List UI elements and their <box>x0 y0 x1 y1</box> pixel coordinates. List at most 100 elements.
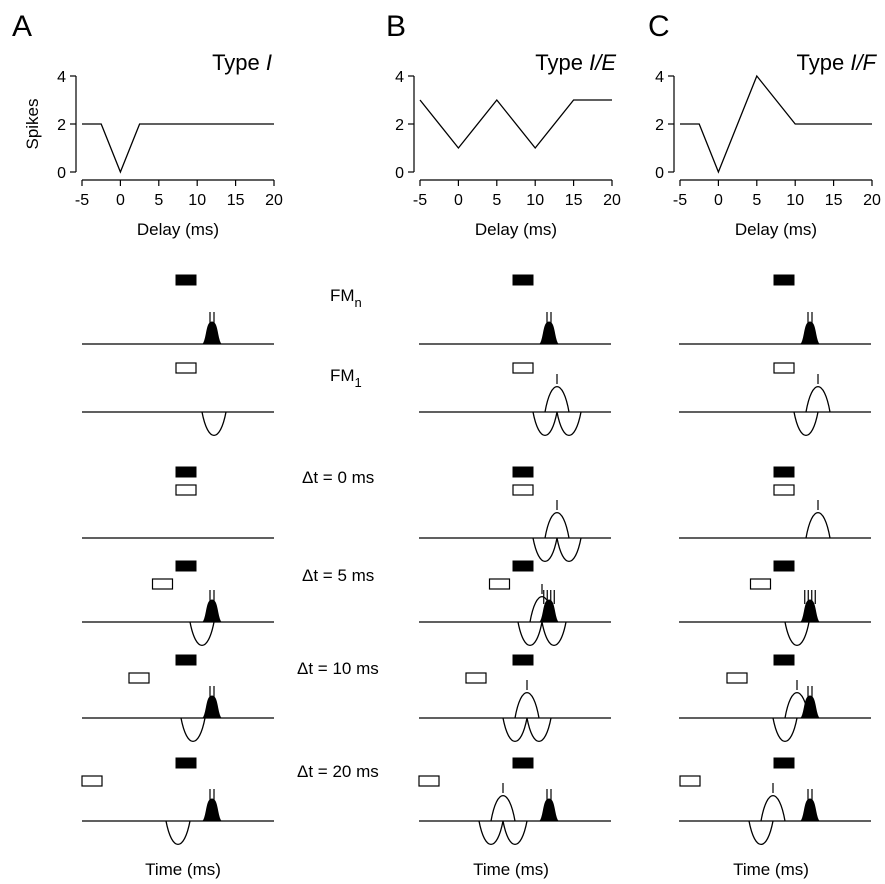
x-tick-label-a: 20 <box>265 192 283 209</box>
fm-1-stimulus-bar <box>679 775 701 787</box>
inhibitory-response <box>556 411 582 436</box>
y-axis-label-a: Spikes <box>23 98 42 149</box>
x-axis-label-c: Delay (ms) <box>735 220 817 239</box>
y-tick-label-c: 0 <box>655 165 664 182</box>
rebound-response <box>760 795 786 822</box>
x-tick-label-b: -5 <box>413 192 427 209</box>
row-label-dt-10: Δt = 10 ms <box>297 659 379 678</box>
trace-row-c-2 <box>679 362 871 436</box>
fm-1-stimulus-bar <box>773 484 795 496</box>
trace-row-c-6 <box>679 757 871 845</box>
x-tick-label-c: 5 <box>752 192 761 209</box>
fm-n-stimulus-bar <box>773 654 795 666</box>
axes-c <box>668 75 873 186</box>
trace-row-b-1 <box>419 274 611 345</box>
fm-n-stimulus-bar <box>773 757 795 769</box>
fm-1-stimulus-bar <box>465 672 487 684</box>
inhibitory-response <box>180 717 206 742</box>
inhibitory-response <box>502 717 528 742</box>
excitatory-response <box>799 321 821 345</box>
y-tick-label-a: 4 <box>57 69 66 86</box>
inhibitory-response <box>748 820 774 845</box>
rebound-response <box>544 386 570 413</box>
rebound-response <box>490 795 516 822</box>
fm-n-stimulus-bar <box>175 466 197 478</box>
fm-n-stimulus-bar <box>773 274 795 286</box>
y-tick-label-a: 2 <box>57 117 66 134</box>
trace-row-a-1 <box>82 274 274 345</box>
x-tick-label-c: 20 <box>863 192 881 209</box>
y-tick-label-b: 2 <box>395 117 404 134</box>
spike-curve-b <box>419 98 612 150</box>
y-tick-label-b: 0 <box>395 165 404 182</box>
inhibitory-response <box>784 621 810 646</box>
fm-1-stimulus-bar <box>151 578 174 590</box>
inhibitory-response <box>532 537 558 562</box>
panel-c: C Type I/F -5 0 5 10 15 20 0 2 4 Delay (ms) <box>648 10 881 239</box>
panel-title-c: Type I/F <box>797 50 878 75</box>
fm-n-stimulus-bar <box>175 757 197 769</box>
fm-1-stimulus-bar <box>81 775 103 787</box>
panel-letter-b: B <box>386 10 406 43</box>
fm-1-stimulus-bar <box>773 362 795 374</box>
inhibitory-response <box>772 717 798 742</box>
x-tick-label-b: 5 <box>492 192 501 209</box>
fm-n-stimulus-bar <box>773 466 795 478</box>
inhibitory-response <box>478 820 504 845</box>
trace-row-b-6 <box>418 757 611 845</box>
inhibitory-response <box>793 411 819 436</box>
trace-row-a-5 <box>82 654 274 742</box>
fm-1-stimulus-bar <box>726 672 748 684</box>
fm-n-stimulus-bar <box>175 274 197 286</box>
x-tick-label-b: 20 <box>603 192 621 209</box>
x-tick-label-a: 0 <box>116 192 125 209</box>
fm-1-stimulus-bar <box>418 775 440 787</box>
inhibitory-response <box>502 820 528 845</box>
x-tick-label-b: 10 <box>526 192 544 209</box>
trace-row-b-5 <box>419 654 611 742</box>
rebound-response <box>514 692 540 719</box>
rebound-response <box>805 386 831 413</box>
x-tick-label-a: 5 <box>154 192 163 209</box>
time-label-a: Time (ms) <box>145 860 221 879</box>
excitatory-response <box>538 798 560 822</box>
row-labels: FMn FM1 Δt = 0 ms Δt = 5 ms Δt = 10 ms Δ… <box>297 286 379 781</box>
y-tick-label-c: 2 <box>655 117 664 134</box>
trace-row-c-4 <box>679 560 871 646</box>
excitatory-response <box>799 695 821 719</box>
y-tick-label-c: 4 <box>655 69 664 86</box>
fm-n-stimulus-bar <box>512 274 534 286</box>
inhibitory-response <box>541 621 567 646</box>
trace-row-a-3 <box>82 466 274 539</box>
fm-1-stimulus-bar <box>175 484 197 496</box>
trace-row-a-2 <box>82 362 274 436</box>
inhibitory-response <box>526 717 552 742</box>
panel-a: A Type I -5 0 5 10 15 20 0 2 4 Delay (ms) Spikes <box>12 10 283 239</box>
fm-1-stimulus-bar <box>512 362 534 374</box>
trace-row-c-1 <box>679 274 871 345</box>
spike-curve-c <box>680 74 872 174</box>
traces-c <box>679 274 871 845</box>
row-label-dt-0: Δt = 0 ms <box>302 468 374 487</box>
axes-a <box>70 75 275 186</box>
fm-n-stimulus-bar <box>175 654 197 666</box>
inhibitory-response <box>556 537 582 562</box>
x-tick-label-a: 15 <box>227 192 245 209</box>
x-tick-label-a: -5 <box>75 192 89 209</box>
y-tick-label-a: 0 <box>57 165 66 182</box>
excitatory-response <box>201 695 223 719</box>
fm-1-stimulus-bar <box>128 672 150 684</box>
spike-curve-a <box>82 123 274 174</box>
fm-1-stimulus-bar <box>749 578 772 590</box>
traces-b <box>418 274 611 845</box>
fm-n-stimulus-bar <box>175 560 197 572</box>
y-tick-label-b: 4 <box>395 69 404 86</box>
fm-n-stimulus-bar <box>773 560 795 572</box>
row-label-dt-5: Δt = 5 ms <box>302 566 374 585</box>
x-tick-label-c: 10 <box>786 192 804 209</box>
excitatory-response <box>201 599 223 623</box>
fm-n-stimulus-bar <box>512 560 534 572</box>
inhibitory-response <box>517 621 543 646</box>
panel-title-b: Type I/E <box>535 50 616 75</box>
